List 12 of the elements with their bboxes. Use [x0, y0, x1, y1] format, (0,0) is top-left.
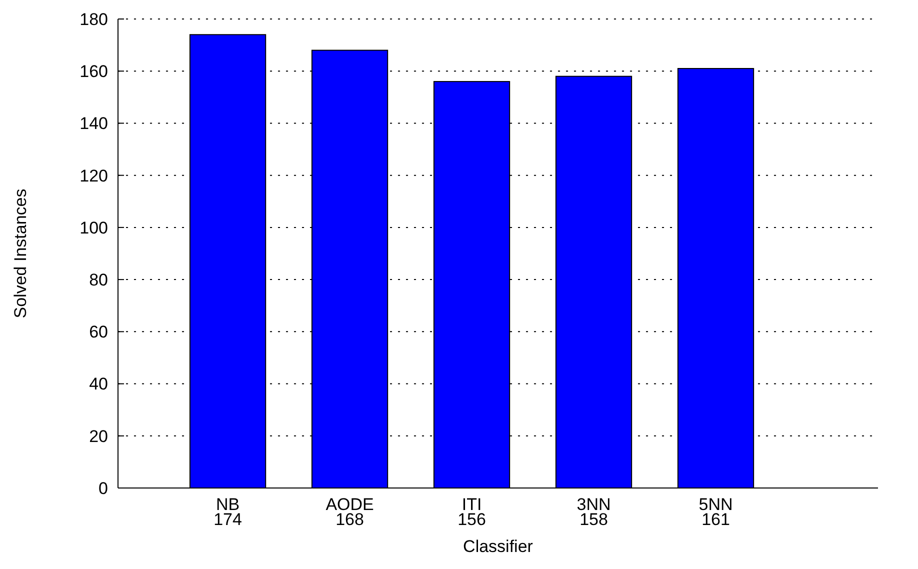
y-tick-label: 80	[89, 270, 108, 290]
y-tick-label: 40	[89, 374, 108, 394]
y-tick-label: 180	[80, 10, 108, 29]
y-tick-label: 120	[80, 166, 108, 186]
x-axis-title: Classifier	[463, 537, 534, 556]
y-tick-label: 20	[89, 426, 108, 446]
y-tick-label: 100	[80, 218, 108, 238]
y-tick-label: 0	[98, 478, 108, 498]
y-tick-label: 140	[80, 114, 108, 134]
y-axis-title: Solved Instances	[11, 188, 30, 318]
y-tick-label: 60	[89, 322, 108, 342]
y-tick-label: 160	[80, 62, 108, 82]
